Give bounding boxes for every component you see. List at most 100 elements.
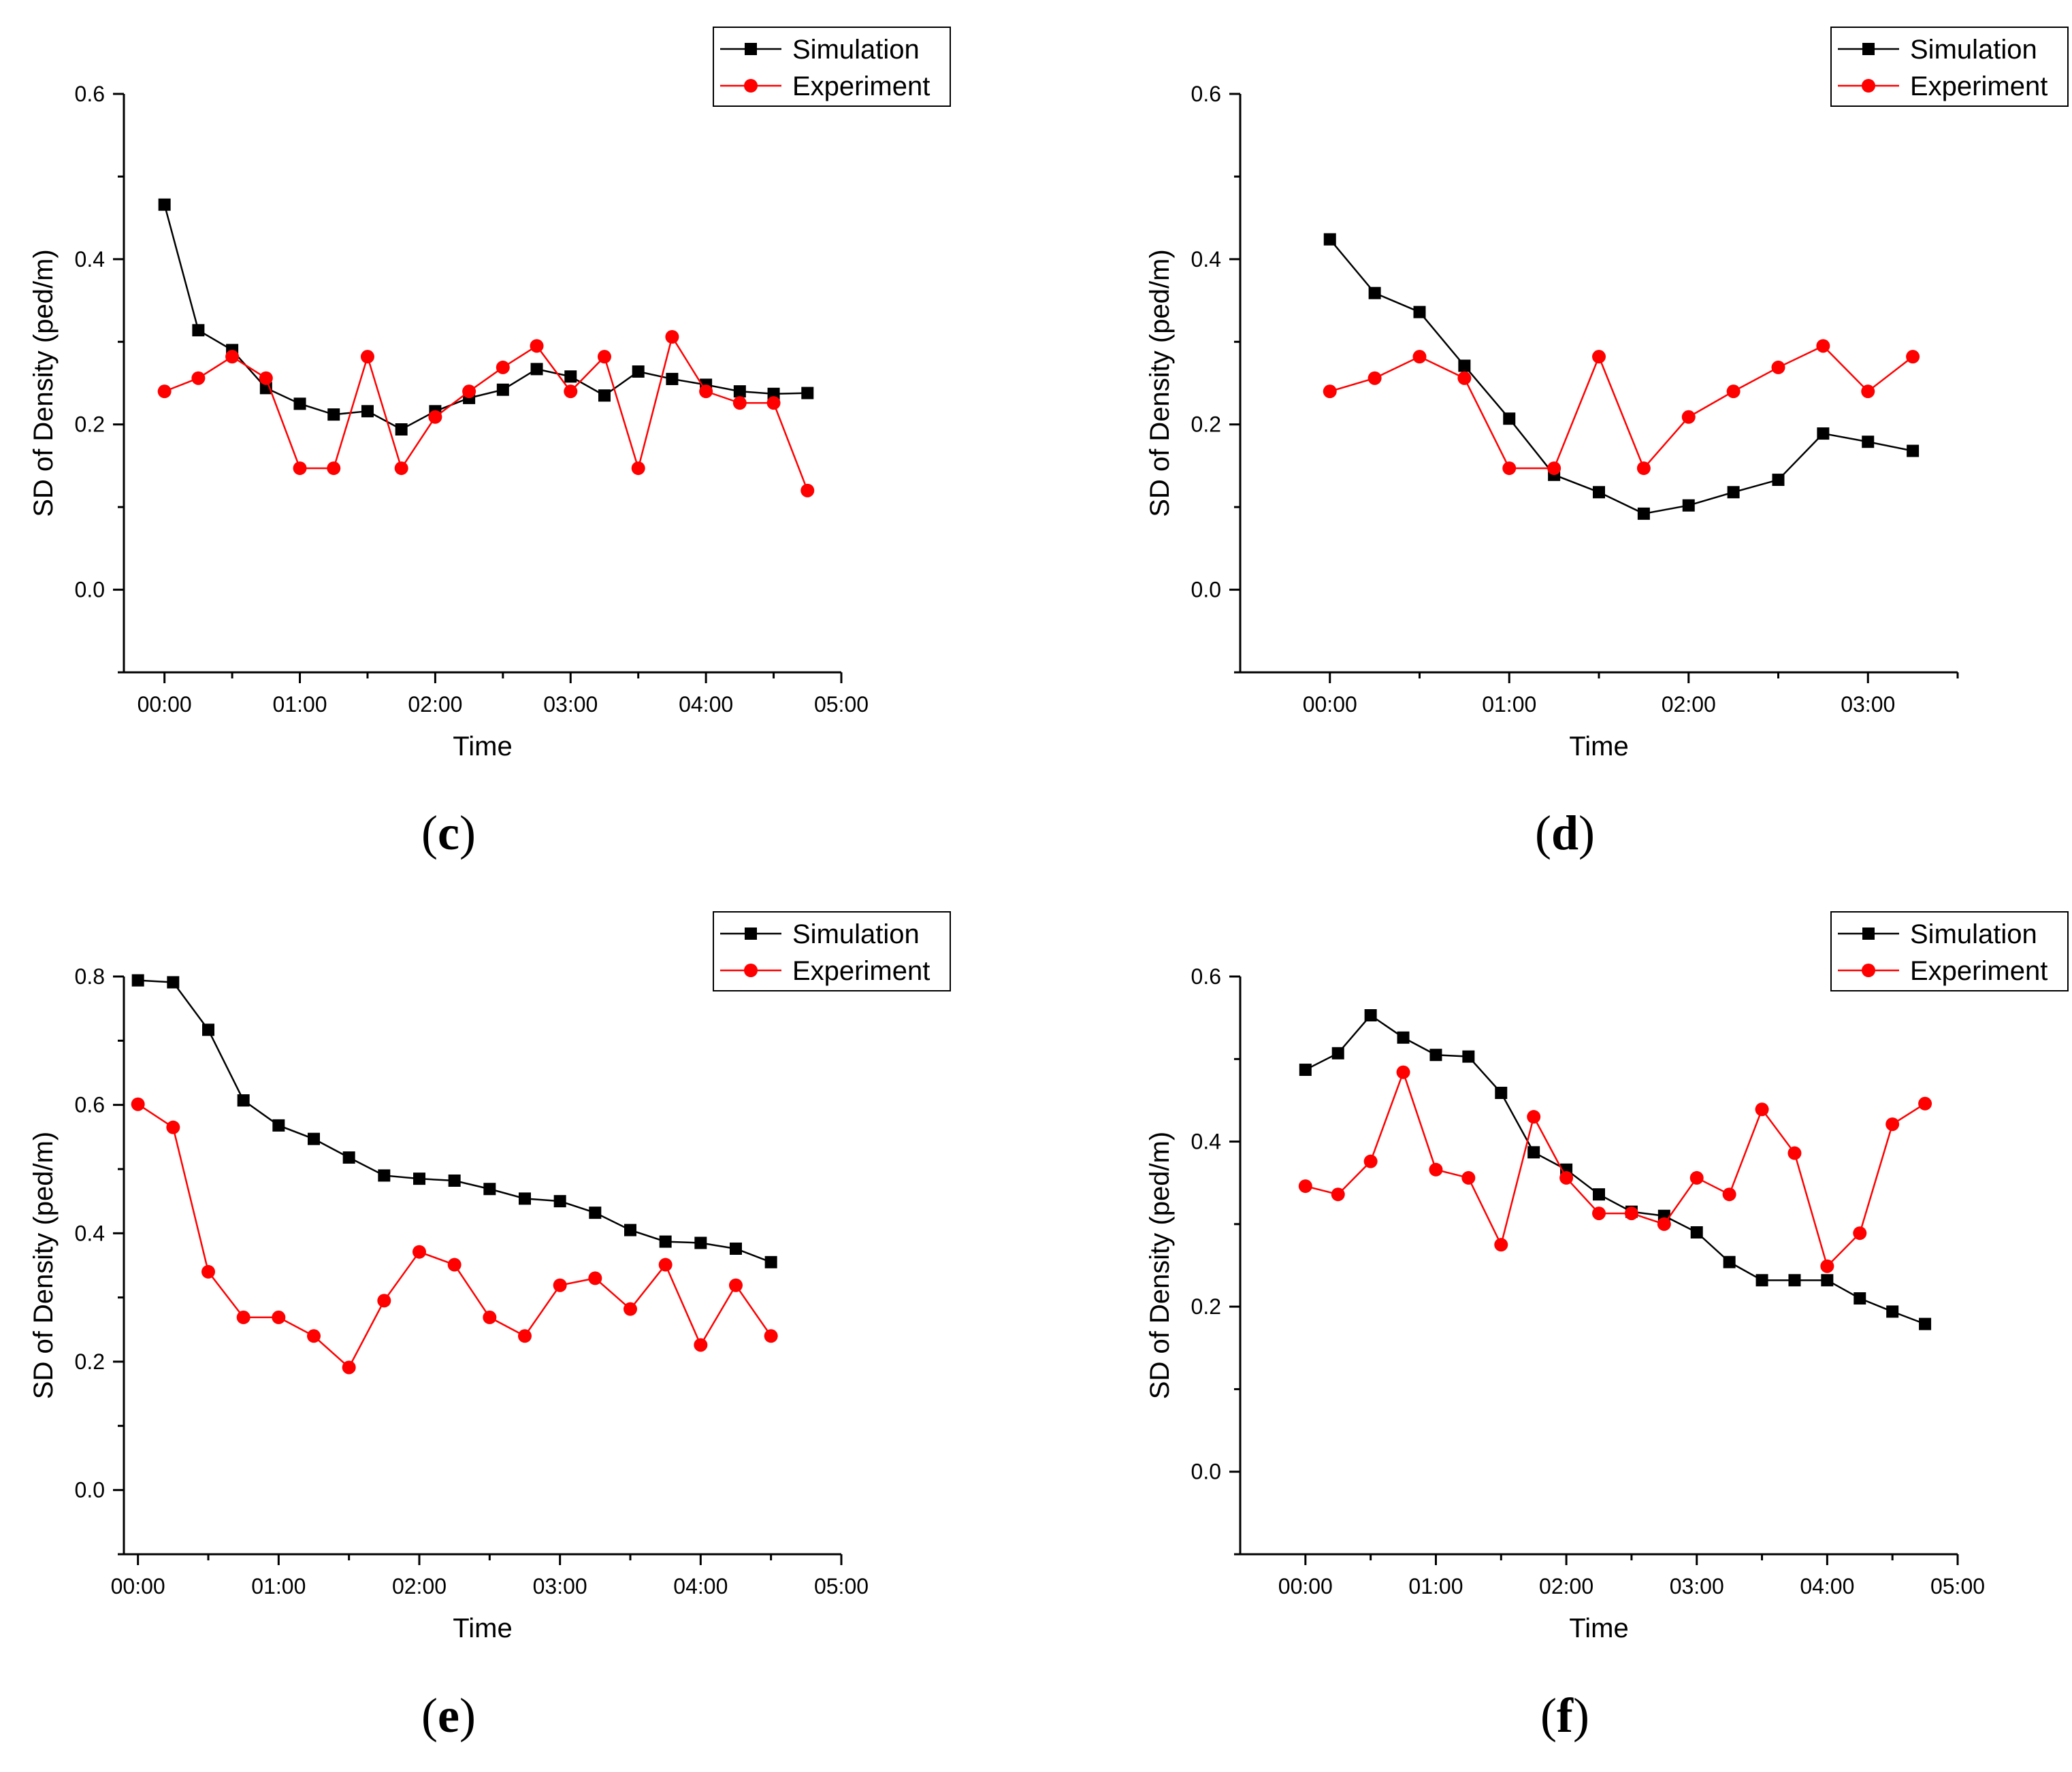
legend-experiment-marker xyxy=(744,964,758,977)
experiment-point xyxy=(412,1245,426,1259)
y-tick-label: 0.0 xyxy=(1191,578,1221,602)
experiment-point xyxy=(166,1120,180,1134)
x-tick-label: 05:00 xyxy=(814,1574,869,1598)
experiment-point xyxy=(518,1329,532,1343)
simulation-point xyxy=(1821,1274,1834,1287)
simulation-point xyxy=(733,385,746,398)
y-axis-label: SD of Density (ped/m) xyxy=(29,249,59,516)
simulation-point xyxy=(1331,1047,1344,1060)
simulation-point xyxy=(1919,1317,1932,1330)
experiment-point xyxy=(1367,371,1382,385)
x-tick-label: 02:00 xyxy=(1539,1574,1593,1598)
x-axis-label: Time xyxy=(1569,1613,1628,1643)
simulation-point xyxy=(1458,359,1471,372)
simulation-point xyxy=(1413,306,1426,318)
experiment-point xyxy=(631,461,645,476)
y-tick-label: 0.2 xyxy=(75,412,105,437)
simulation-point xyxy=(1817,427,1830,440)
experiment-point xyxy=(1457,371,1472,385)
legend: Simulation Experiment xyxy=(1830,27,2069,107)
legend-experiment-label: Experiment xyxy=(792,71,930,101)
legend-experiment-marker xyxy=(1862,964,1875,977)
legend-simulation-marker xyxy=(745,928,757,940)
experiment-point xyxy=(131,1097,145,1111)
experiment-point xyxy=(1820,1259,1834,1273)
experiment-point xyxy=(1559,1170,1574,1185)
simulation-point xyxy=(395,423,408,436)
y-tick-label: 0.0 xyxy=(1191,1460,1221,1484)
simulation-point xyxy=(659,1235,672,1248)
panel-label: (e) xyxy=(421,1688,476,1743)
x-axis-label: Time xyxy=(453,732,512,761)
experiment-point xyxy=(483,1310,497,1324)
simulation-point xyxy=(361,405,374,418)
experiment-point xyxy=(1363,1154,1378,1168)
simulation-point xyxy=(1788,1274,1801,1287)
chart-panel-f: 0.0 0.2 0.4 0.6 00:00 01:00 02:00 03:00 04:00 05:… xyxy=(1145,911,2069,1743)
experiment-point xyxy=(377,1294,391,1308)
y-tick-label: 0.6 xyxy=(75,1093,105,1117)
experiment-series-line xyxy=(1305,1069,1926,1268)
experiment-point xyxy=(307,1329,321,1343)
legend-box xyxy=(713,27,951,107)
y-tick-label: 0.4 xyxy=(1191,1130,1221,1154)
experiment-point xyxy=(1918,1096,1932,1111)
y-tick-label: 0.4 xyxy=(75,1221,105,1245)
experiment-point xyxy=(1722,1187,1736,1202)
experiment-point xyxy=(597,350,611,364)
simulation-point xyxy=(1723,1256,1736,1268)
experiment-point xyxy=(694,1338,708,1352)
x-tick-label: 00:00 xyxy=(111,1574,165,1598)
simulation-point xyxy=(342,1151,355,1164)
legend-simulation-label: Simulation xyxy=(792,919,920,949)
experiment-point xyxy=(327,461,341,476)
experiment-point xyxy=(766,396,781,410)
experiment-point xyxy=(1494,1238,1508,1252)
simulation-point xyxy=(666,372,679,385)
x-tick-label: 01:00 xyxy=(272,692,327,717)
simulation-point xyxy=(327,408,340,421)
experiment-point xyxy=(394,461,408,476)
legend: Simulation Experiment xyxy=(713,27,951,107)
experiment-series-line xyxy=(137,1103,772,1369)
legend-experiment-label: Experiment xyxy=(1910,956,2047,986)
panel-label: (f) xyxy=(1540,1688,1589,1743)
panel-label: (d) xyxy=(1535,806,1595,860)
simulation-point xyxy=(553,1195,566,1208)
y-tick-label: 0.6 xyxy=(75,82,105,106)
simulation-point xyxy=(448,1174,461,1187)
y-tick-label: 0.2 xyxy=(1191,1294,1221,1319)
experiment-point xyxy=(764,1329,778,1343)
experiment-point xyxy=(342,1360,356,1375)
x-tick-label: 02:00 xyxy=(392,1574,447,1598)
legend-simulation-label: Simulation xyxy=(1910,35,2037,65)
simulation-point xyxy=(483,1183,496,1196)
experiment-point xyxy=(588,1271,602,1285)
y-tick-label: 0.6 xyxy=(1191,964,1221,989)
experiment-point xyxy=(1592,1207,1606,1221)
legend-simulation-marker xyxy=(1862,928,1875,940)
x-tick-label: 00:00 xyxy=(1303,692,1357,717)
experiment-point xyxy=(1861,384,1875,399)
experiment-point xyxy=(1755,1102,1769,1117)
simulation-point xyxy=(1299,1064,1312,1077)
x-tick-label: 03:00 xyxy=(1670,1574,1724,1598)
simulation-point xyxy=(1397,1031,1410,1044)
x-tick-label: 02:00 xyxy=(408,692,462,717)
simulation-point xyxy=(1323,233,1336,246)
experiment-point xyxy=(1681,410,1696,424)
simulation-point xyxy=(564,370,577,383)
experiment-point xyxy=(496,360,510,374)
experiment-point xyxy=(1502,461,1517,476)
x-tick-label: 04:00 xyxy=(1800,1574,1854,1598)
legend-experiment-marker xyxy=(1862,79,1875,93)
legend-experiment-marker xyxy=(744,79,758,93)
simulation-point xyxy=(308,1132,320,1145)
y-tick-label: 0.4 xyxy=(75,247,105,272)
legend-experiment-label: Experiment xyxy=(1910,71,2047,101)
experiment-point xyxy=(1461,1170,1476,1185)
experiment-point xyxy=(259,371,273,385)
simulation-point xyxy=(293,397,306,410)
simulation-point xyxy=(1462,1050,1475,1063)
